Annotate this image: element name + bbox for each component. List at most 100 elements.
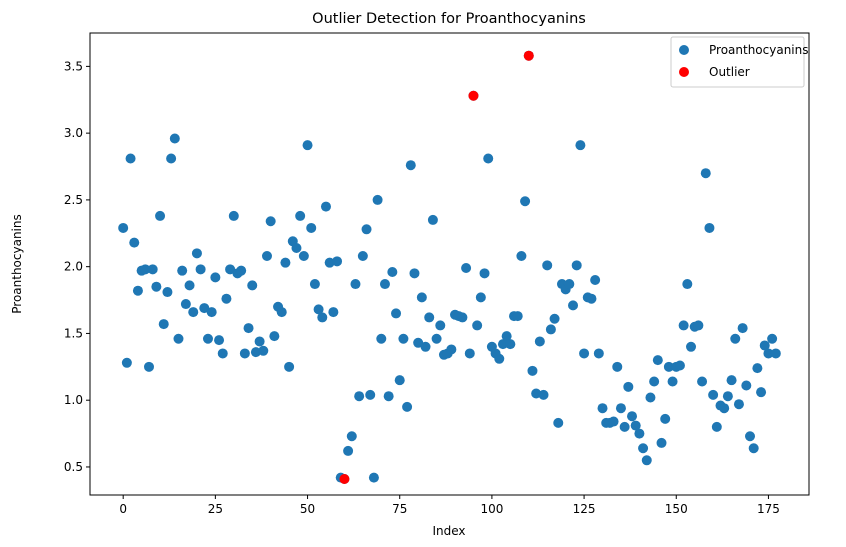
data-point <box>674 360 685 371</box>
data-point <box>228 210 239 221</box>
data-point <box>575 140 586 151</box>
data-point <box>280 257 291 268</box>
y-axis: 0.5 1.0 1.5 2.0 2.5 3.0 3.5 <box>64 59 90 474</box>
data-point <box>652 355 663 366</box>
data-point <box>494 353 505 364</box>
data-point <box>162 287 173 298</box>
data-point <box>184 280 195 291</box>
data-point <box>549 313 560 324</box>
data-point <box>140 264 151 275</box>
data-point <box>332 256 343 267</box>
data-point <box>564 279 575 290</box>
data-point <box>737 323 748 334</box>
data-point <box>394 375 405 386</box>
data-point <box>361 224 372 235</box>
data-point <box>247 280 258 291</box>
legend: Proanthocyanins Outlier <box>670 36 809 88</box>
data-point <box>538 389 549 400</box>
data-point <box>505 339 516 350</box>
data-point <box>427 214 438 225</box>
y-tick-label: 3.5 <box>64 59 83 73</box>
data-point <box>534 336 545 347</box>
data-point <box>180 299 191 310</box>
data-point <box>129 237 140 248</box>
data-point <box>221 293 232 304</box>
data-point <box>708 389 719 400</box>
data-points <box>118 50 781 484</box>
data-point <box>151 281 162 292</box>
legend-label-proanthocyanins: Proanthocyanins <box>709 43 809 57</box>
data-point <box>608 416 619 427</box>
outlier-point <box>523 50 534 61</box>
data-point <box>328 307 339 318</box>
data-point <box>542 260 553 271</box>
data-point <box>409 268 420 279</box>
data-point <box>346 431 357 442</box>
data-point <box>265 216 276 227</box>
data-point <box>512 311 523 322</box>
legend-label-outlier: Outlier <box>709 65 750 79</box>
x-tick-label: 100 <box>480 502 503 516</box>
data-point <box>254 336 265 347</box>
data-point <box>387 267 398 278</box>
data-point <box>619 421 630 432</box>
data-point <box>365 389 376 400</box>
data-point <box>627 411 638 422</box>
outlier-point <box>339 473 350 484</box>
data-point <box>660 413 671 424</box>
data-point <box>169 133 180 144</box>
data-point <box>357 250 368 261</box>
x-axis-label: Index <box>432 524 465 538</box>
data-point <box>693 320 704 331</box>
data-point <box>641 455 652 466</box>
data-point <box>372 194 383 205</box>
data-point <box>630 420 641 431</box>
data-point <box>752 363 763 374</box>
data-point <box>553 417 564 428</box>
data-point <box>464 348 475 359</box>
legend-marker-outlier <box>679 67 689 77</box>
x-tick-label: 0 <box>119 502 127 516</box>
data-point <box>177 265 188 276</box>
data-point <box>678 320 689 331</box>
data-point <box>700 168 711 179</box>
data-point <box>579 348 590 359</box>
data-point <box>719 403 730 414</box>
data-point <box>317 312 328 323</box>
data-point <box>545 324 556 335</box>
data-point <box>612 361 623 372</box>
data-point <box>173 333 184 344</box>
data-point <box>726 375 737 386</box>
data-point <box>324 257 335 268</box>
data-point <box>402 401 413 412</box>
data-point <box>704 222 715 233</box>
data-point <box>239 348 250 359</box>
data-point <box>236 265 247 276</box>
data-point <box>416 292 427 303</box>
data-point <box>593 348 604 359</box>
x-tick-label: 125 <box>573 502 596 516</box>
data-point <box>225 264 236 275</box>
data-point <box>479 268 490 279</box>
data-point <box>155 210 166 221</box>
data-point <box>214 335 225 346</box>
data-point <box>722 391 733 402</box>
data-point <box>284 361 295 372</box>
data-point <box>295 210 306 221</box>
data-point <box>663 361 674 372</box>
data-point <box>320 201 331 212</box>
data-point <box>121 357 132 368</box>
data-point <box>686 341 697 352</box>
data-point <box>645 392 656 403</box>
data-point <box>568 300 579 311</box>
data-point <box>756 387 767 398</box>
y-axis-label: Proanthocyanins <box>10 214 24 314</box>
data-point <box>261 250 272 261</box>
data-point <box>383 391 394 402</box>
data-point <box>520 196 531 207</box>
data-point <box>420 341 431 352</box>
data-point <box>243 323 254 334</box>
x-tick-label: 25 <box>208 502 223 516</box>
data-point <box>475 292 486 303</box>
